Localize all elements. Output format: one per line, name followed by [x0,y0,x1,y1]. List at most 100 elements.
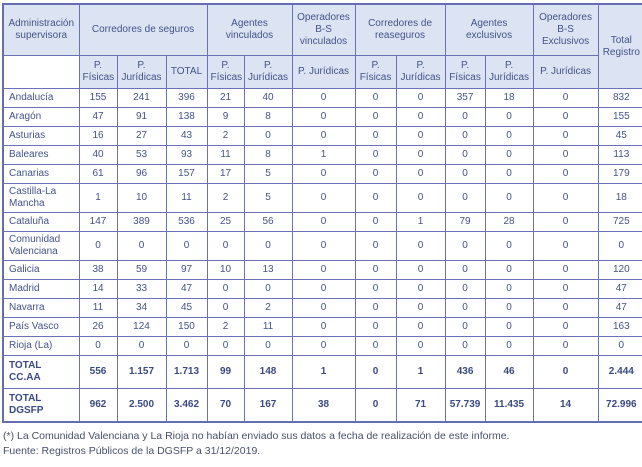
data-cell: 167 [243,388,293,423]
data-cell: 0 [484,279,534,299]
data-cell: 40 [243,88,293,108]
footnote-asterisk: (*) La Comunidad Valenciana y La Rioja n… [3,430,510,442]
data-cell: 0 [444,231,486,261]
data-cell: 1 [395,355,446,389]
table-row: Asturias 16 27 43 2 0 0 0 0 0 0 0 45 [2,126,642,146]
data-cell: 11.435 [484,388,534,423]
row-label: Navarra [2,298,80,318]
header-agentes-vinculados: Agentes vinculados [206,3,293,56]
row-label: Asturias [2,126,80,146]
data-cell: 0 [395,164,446,184]
data-cell: 0 [484,126,534,146]
data-cell: 43 [165,126,208,146]
data-cell: 725 [597,212,642,232]
data-cell: 962 [78,388,118,423]
header-corredores-seguros: Corredores de seguros [78,3,208,56]
data-cell: 124 [116,317,167,337]
data-cell: 9 [206,107,245,127]
data-cell: 0 [395,336,446,356]
data-cell: 155 [597,107,642,127]
row-label: Andalucía [2,88,80,108]
data-cell: 0 [291,317,356,337]
data-cell: 0 [354,126,397,146]
data-cell: 1 [291,145,356,165]
data-cell: 0 [532,164,599,184]
data-cell: 536 [165,212,208,232]
data-cell: 0 [206,336,245,356]
data-cell: 0 [354,231,397,261]
data-cell: 56 [243,212,293,232]
row-label: Cataluña [2,212,80,232]
data-cell: 556 [78,355,118,389]
data-cell: 0 [444,107,486,127]
header-operadores-bs-exclusivos: Operadores B-S Exclusivos [532,3,599,56]
data-cell: 0 [444,164,486,184]
data-cell: 45 [597,126,642,146]
data-cell: 0 [165,231,208,261]
data-cell: 14 [78,279,118,299]
data-cell: 0 [532,336,599,356]
data-cell: 91 [116,107,167,127]
table-row: País Vasco 26 124 150 2 11 0 0 0 0 0 0 163 [2,317,642,337]
subheader-total-corredores: TOTAL [165,55,208,89]
data-cell: 357 [444,88,486,108]
footnote-source: Fuente: Registros Públicos de la DGSFP a… [3,445,261,457]
row-label: País Vasco [2,317,80,337]
data-cell: 0 [243,336,293,356]
data-cell: 0 [354,183,397,213]
data-cell: 0 [243,126,293,146]
header-admin-supervisora: Administración supervisora [2,3,80,56]
data-cell: 70 [206,388,245,423]
data-cell: 13 [243,260,293,280]
subheader-pjuridicas-corredores: P. Jurídicas [116,55,167,89]
data-cell: 0 [354,164,397,184]
data-cell: 47 [78,107,118,127]
data-cell: 0 [395,260,446,280]
data-cell: 0 [395,298,446,318]
data-cell: 0 [354,336,397,356]
data-cell: 0 [532,145,599,165]
data-cell: 11 [206,145,245,165]
row-label: Galicia [2,260,80,280]
data-cell: 0 [484,107,534,127]
data-cell: 0 [484,183,534,213]
data-cell: 71 [395,388,446,423]
data-cell: 0 [354,388,397,423]
data-cell: 0 [354,88,397,108]
data-cell: 1 [395,212,446,232]
data-cell: 0 [444,298,486,318]
header-total-registro: Total Registro [597,3,642,89]
table-row: Navarra 11 34 45 0 2 0 0 0 0 0 0 47 [2,298,642,318]
data-cell: 2 [206,317,245,337]
data-cell: 0 [532,279,599,299]
data-cell: 163 [597,317,642,337]
registry-table: Administración supervisora Corredores de… [2,3,642,423]
table-row: Galicia 38 59 97 10 13 0 0 0 0 0 0 120 [2,260,642,280]
data-cell: 18 [597,183,642,213]
data-cell: 45 [165,298,208,318]
data-cell: 0 [354,355,397,389]
data-cell: 0 [354,212,397,232]
footnotes: (*) La Comunidad Valenciana y La Rioja n… [3,429,639,459]
data-cell: 2.444 [597,355,642,389]
data-cell: 0 [395,126,446,146]
table-row: Comunidad Valenciana 0 0 0 0 0 0 0 0 0 0 0 0 [2,231,642,261]
data-cell: 0 [532,107,599,127]
row-label: Castilla-La Mancha [2,183,80,213]
subheader-pjuridicas-bs-excl: P. Jurídicas [532,55,599,89]
data-cell: 0 [395,231,446,261]
data-cell: 11 [165,183,208,213]
data-cell: 0 [484,298,534,318]
data-cell: 0 [395,317,446,337]
table-row: Aragón 47 91 138 9 8 0 0 0 0 0 0 155 [2,107,642,127]
data-cell: 832 [597,88,642,108]
data-cell: 0 [291,298,356,318]
data-cell: 0 [116,336,167,356]
row-label: Madrid [2,279,80,299]
data-cell: 25 [206,212,245,232]
data-cell: 0 [354,317,397,337]
data-cell: 10 [206,260,245,280]
data-cell: 0 [354,260,397,280]
table-body: Andalucía 155 241 396 21 40 0 0 0 357 18 0 832 Aragón… [2,88,642,423]
row-label: TOTAL DGSFP [2,388,80,423]
